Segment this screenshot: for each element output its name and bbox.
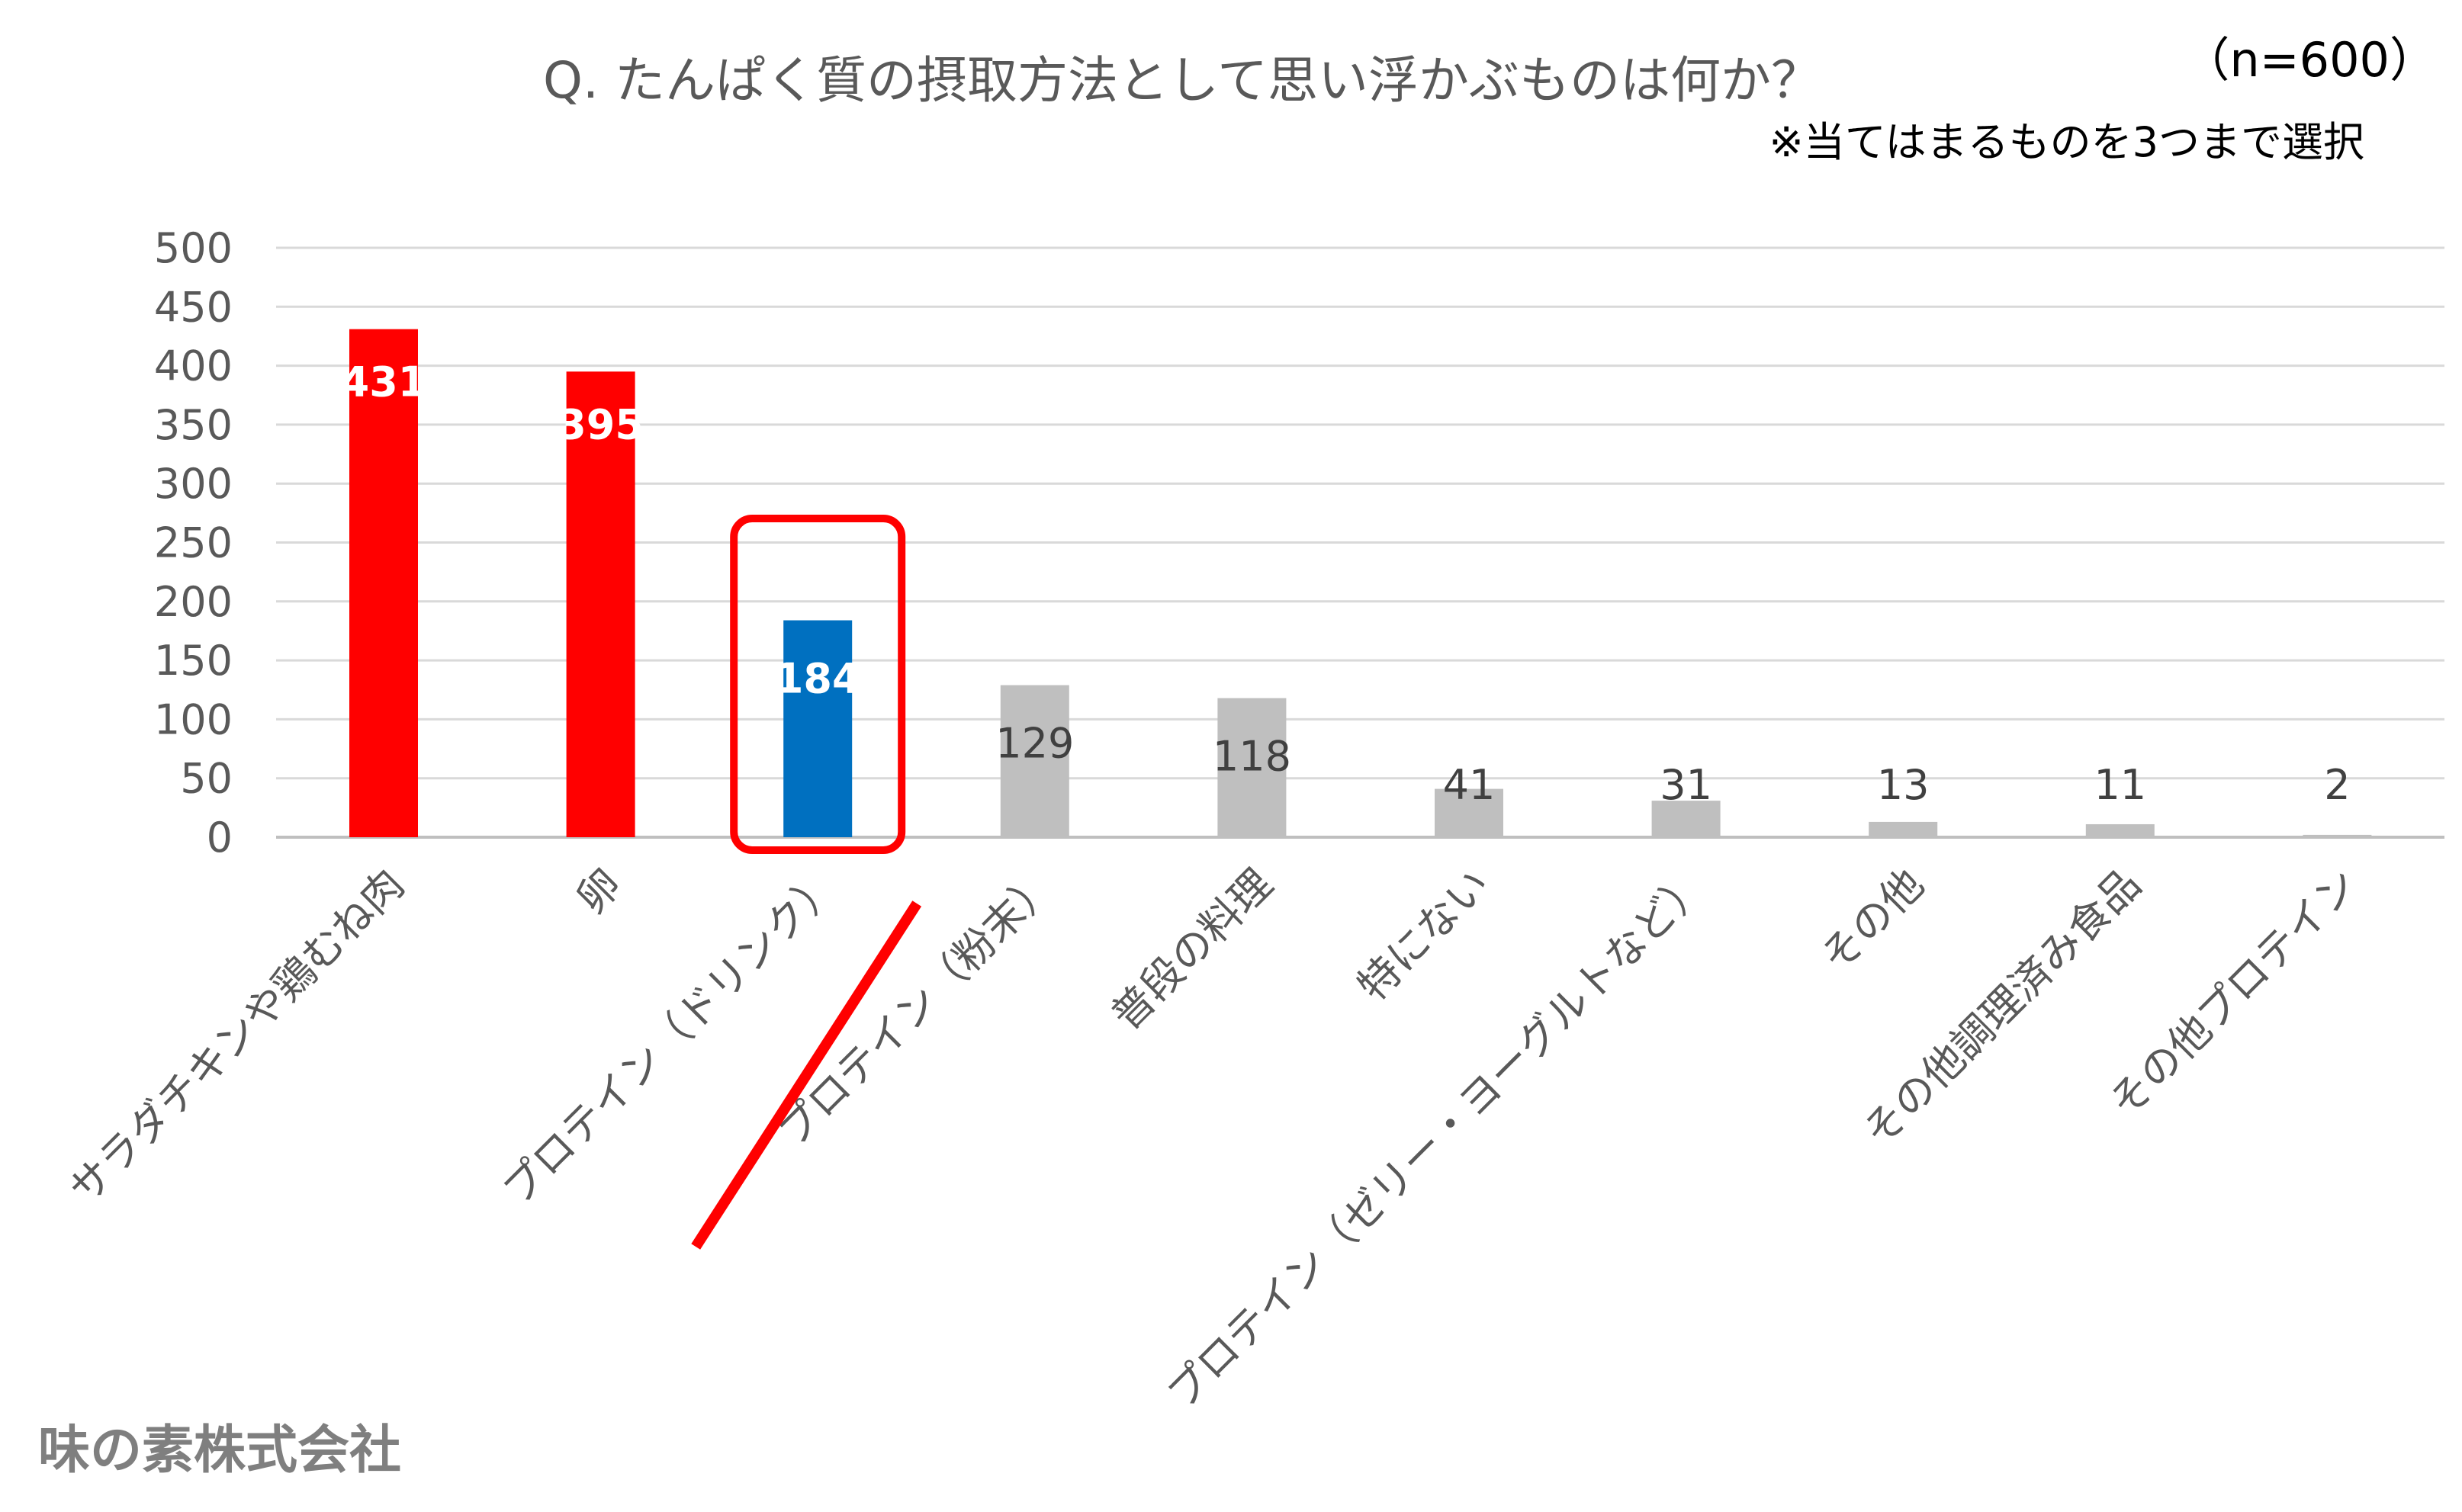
category-label: 特にない xyxy=(1348,860,1499,1010)
data-label: 11 xyxy=(2094,761,2146,809)
category-label: その他 xyxy=(1811,860,1933,981)
data-label: 2 xyxy=(2324,761,2350,809)
category-label: 卵 xyxy=(567,860,631,923)
data-label: 395 xyxy=(558,400,644,448)
y-tick-label: 0 xyxy=(207,814,233,862)
selection-note: ※当てはまるものを3つまで選択 xyxy=(1769,118,2364,166)
bar xyxy=(566,371,635,838)
y-tick-label: 450 xyxy=(154,283,233,331)
y-tick-label: 50 xyxy=(180,755,233,803)
bars xyxy=(349,329,2372,838)
y-tick-label: 100 xyxy=(154,695,233,743)
category-label: プロテイン（ドリンク） xyxy=(493,860,848,1215)
sample-size: （n=600） xyxy=(2182,32,2437,88)
bar xyxy=(1869,821,1938,837)
highlight-underline xyxy=(691,900,922,1250)
y-tick-label: 400 xyxy=(154,342,233,390)
data-labels: 431 395 184 129 118 41 31 13 11 2 xyxy=(341,358,2351,809)
bar xyxy=(2303,834,2372,837)
y-axis-ticks: 0 50 100 150 200 250 300 350 400 450 500 xyxy=(154,224,233,862)
bar xyxy=(1000,685,1069,837)
data-label: 431 xyxy=(341,358,427,406)
chart-title: Q. たんぱく質の摂取方法として思い浮かぶものは何か？ xyxy=(543,51,1821,110)
bar xyxy=(1651,801,1721,837)
y-tick-label: 500 xyxy=(154,224,233,272)
bar xyxy=(783,620,853,837)
data-label: 41 xyxy=(1443,761,1496,809)
bar xyxy=(1217,698,1287,837)
y-tick-label: 250 xyxy=(154,519,233,567)
bar xyxy=(2085,823,2155,837)
y-tick-label: 150 xyxy=(154,637,233,685)
company-name: 味の素株式会社 xyxy=(38,1421,401,1481)
y-tick-label: 200 xyxy=(154,578,233,626)
category-label: サラダチキンや鶏むね肉 xyxy=(60,860,413,1213)
data-label: 129 xyxy=(995,720,1074,768)
data-label: 13 xyxy=(1877,761,1930,809)
data-label: 118 xyxy=(1213,733,1291,781)
gridlines xyxy=(276,246,2444,839)
highlight-box xyxy=(730,515,906,854)
data-label: 184 xyxy=(775,655,861,703)
bar xyxy=(349,329,418,837)
category-label: 普段の料理 xyxy=(1102,860,1281,1039)
bar xyxy=(1435,788,1503,837)
y-tick-label: 350 xyxy=(154,401,233,449)
data-label: 31 xyxy=(1660,761,1712,809)
y-tick-label: 300 xyxy=(154,460,233,508)
